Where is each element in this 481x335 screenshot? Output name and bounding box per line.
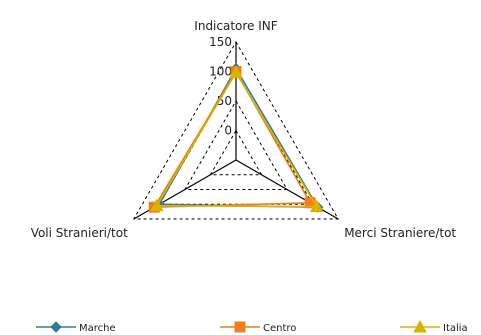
series-point-italia-1 xyxy=(229,65,243,79)
axis-label-3: Voli Stranieri/tot xyxy=(31,226,128,240)
series-line-italia xyxy=(155,71,319,208)
axis-label-2: Merci Straniere/tot xyxy=(344,226,456,240)
legend-marker-centro xyxy=(234,321,246,333)
legend-marker-italia xyxy=(413,319,427,333)
tick-label-100: 100 xyxy=(209,65,232,79)
grid-ring-150 xyxy=(132,41,340,220)
axis-label-1: Indicatore INF xyxy=(194,19,277,33)
legend-marker-marche xyxy=(50,321,62,333)
tick-label-150: 150 xyxy=(209,35,232,49)
legend-label-italia: Italia xyxy=(443,323,468,334)
tick-label-0: 0 xyxy=(224,124,232,138)
legend-label-marche: Marche xyxy=(79,323,116,334)
series-point-italia-3 xyxy=(149,198,164,212)
grid-ring-0 xyxy=(209,129,263,176)
series-point-italia-2 xyxy=(309,199,324,213)
legend-label-centro: Centro xyxy=(263,323,296,334)
axis-spoke-2 xyxy=(235,159,339,220)
series-line-marche xyxy=(158,66,320,209)
series-line-centro xyxy=(152,69,312,209)
